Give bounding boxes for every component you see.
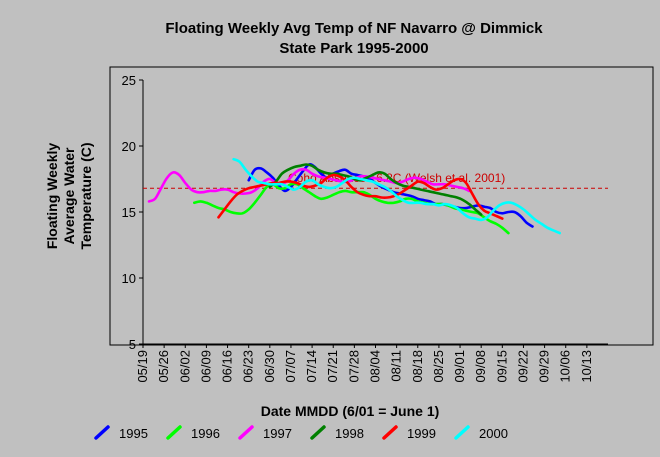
legend-label-1996: 1996: [191, 426, 220, 441]
y-axis-title: Floating Weekly Average Water Temperatur…: [44, 142, 94, 249]
series-line-2000: [232, 157, 561, 235]
x-tick-label: 08/25: [431, 350, 446, 383]
x-tick-label: 09/15: [494, 350, 509, 383]
x-tick-label: 07/14: [304, 350, 319, 383]
y-tick-label: 20: [122, 139, 136, 154]
series-line-1998: [268, 163, 483, 216]
legend-swatch-1995: [94, 425, 110, 440]
x-tick-label: 07/07: [283, 350, 298, 383]
x-tick-label: 08/18: [410, 350, 425, 383]
legend: 1995 1996 1997 1998 1999 2000: [94, 425, 508, 441]
x-tick-label: 09/22: [515, 350, 530, 383]
x-axis-title: Date MMDD (6/01 = June 1): [261, 403, 440, 419]
legend-label-1999: 1999: [407, 426, 436, 441]
x-tick-label: 10/06: [558, 350, 573, 383]
x-tick-label: 09/08: [473, 350, 488, 383]
legend-swatch-1997: [238, 425, 254, 440]
x-tick-label: 05/19: [135, 350, 150, 383]
series-lines: [147, 157, 561, 235]
legend-swatch-1999: [382, 425, 398, 440]
y-tick-label: 15: [122, 205, 136, 220]
x-tick-label: 08/11: [389, 350, 404, 382]
x-tick-label: 07/28: [346, 350, 361, 383]
x-tick-label: 06/02: [177, 350, 192, 383]
x-tick-label: 06/23: [241, 350, 256, 383]
x-tick-label: 09/01: [452, 350, 467, 383]
y-ticks: 5 10 15 20 25: [122, 73, 143, 352]
plot-area: [109, 66, 654, 346]
y-tick-label: 10: [122, 271, 136, 286]
legend-swatch-1998: [310, 425, 326, 440]
series-line-1997: [147, 167, 471, 203]
chart-title-line-1: Floating Weekly Avg Temp of NF Navarro @…: [165, 20, 543, 37]
y-axis-title-line-1: Floating Weekly: [44, 143, 60, 250]
x-tick-label: 08/04: [368, 350, 383, 383]
legend-label-1997: 1997: [263, 426, 292, 441]
chart-title-line-2: State Park 1995-2000: [279, 40, 428, 57]
y-axis-title-line-3: Temperature (C): [78, 142, 94, 249]
y-tick-label: 25: [122, 73, 136, 88]
x-tick-label: 10/13: [579, 350, 594, 383]
x-tick-label: 05/26: [156, 350, 171, 383]
x-tick-label: 06/16: [220, 350, 235, 383]
x-ticks: 05/19 05/26 06/02 06/09 06/16 06/23 06/30 07/07…: [135, 344, 594, 383]
legend-label-1998: 1998: [335, 426, 364, 441]
x-tick-label: 09/29: [537, 350, 552, 383]
y-axis-title-line-2: Average Water: [61, 147, 77, 245]
legend-label-1995: 1995: [119, 426, 148, 441]
legend-swatch-2000: [454, 425, 470, 440]
x-tick-label: 06/09: [198, 350, 213, 383]
x-tick-label: 07/21: [325, 350, 340, 383]
x-tick-label: 06/30: [262, 350, 277, 383]
y-tick-label: 5: [129, 337, 136, 352]
legend-swatch-1996: [166, 425, 182, 440]
legend-label-2000: 2000: [479, 426, 508, 441]
